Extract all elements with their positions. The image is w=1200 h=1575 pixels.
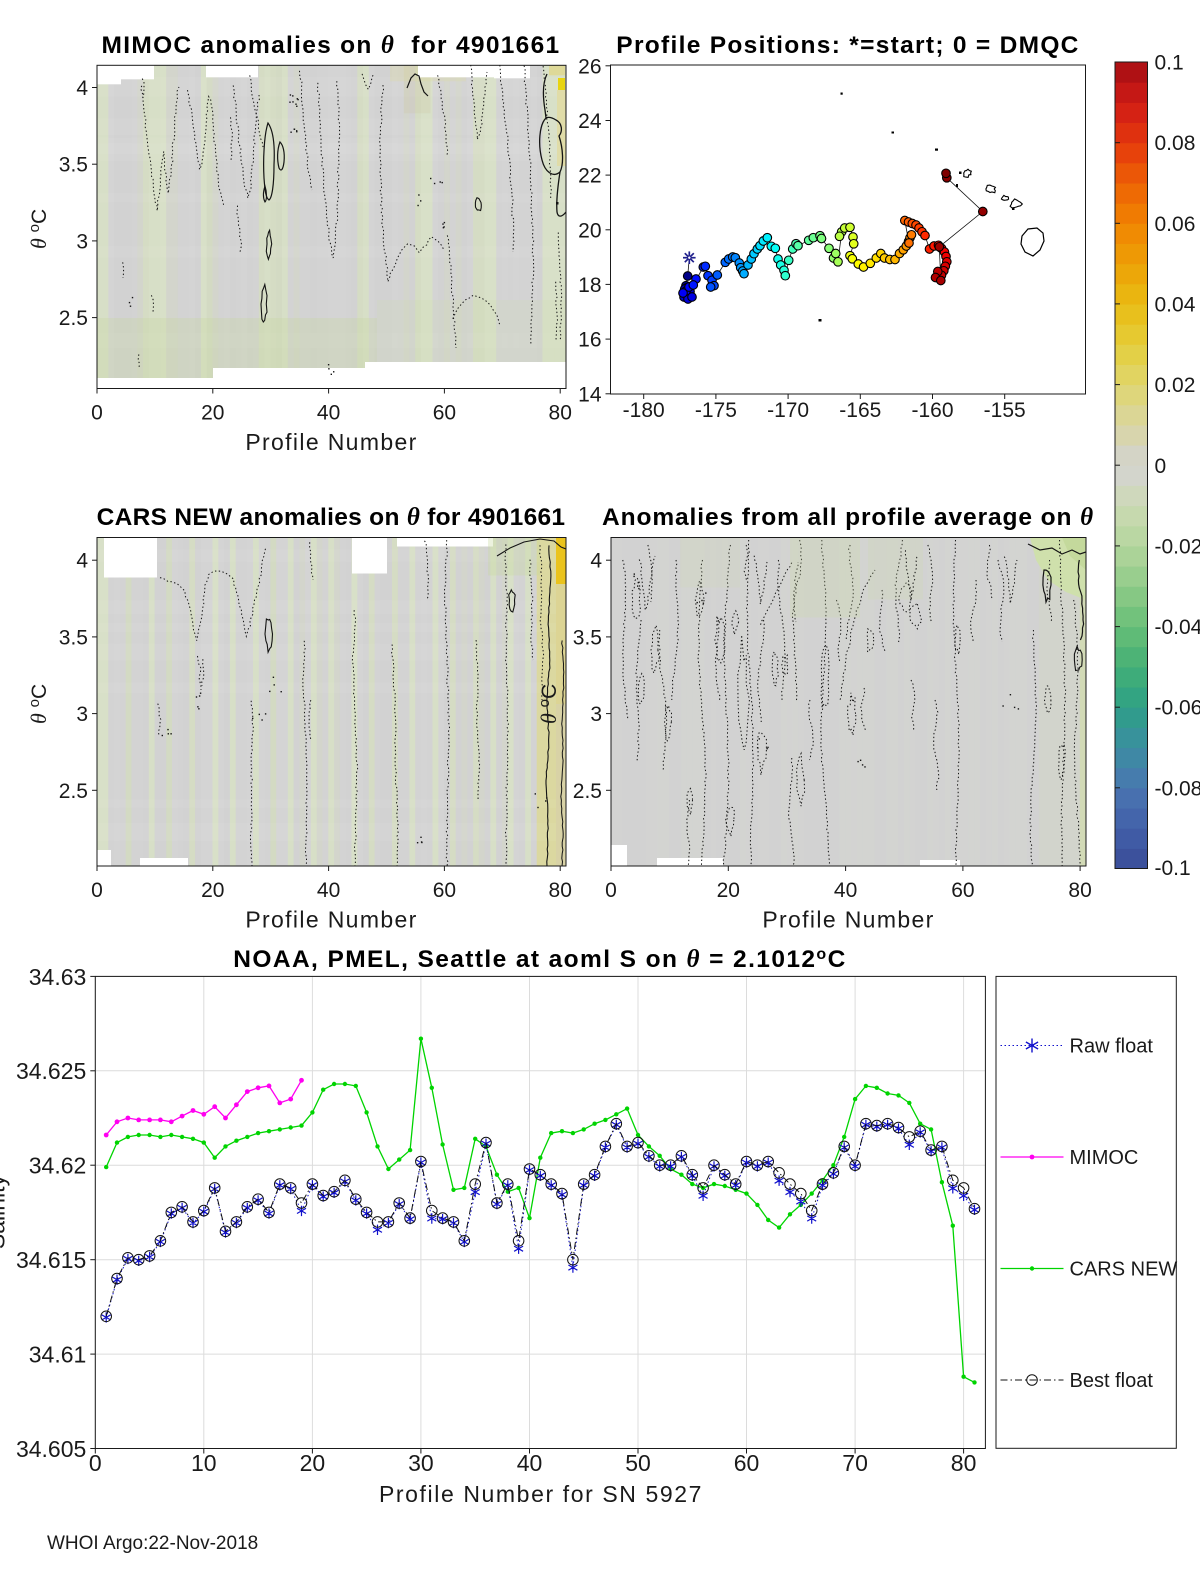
svg-text:50: 50 (625, 1450, 651, 1476)
svg-text:Profile Positions: *=start; 0: Profile Positions: *=start; 0 = DMQC (616, 32, 1079, 59)
svg-text:Best float: Best float (1070, 1370, 1154, 1392)
svg-text:60: 60 (734, 1450, 760, 1476)
svg-text:40: 40 (517, 1450, 543, 1476)
svg-text:40: 40 (317, 879, 340, 902)
svg-text:0.08: 0.08 (1155, 132, 1196, 155)
svg-text:0: 0 (89, 1450, 102, 1476)
svg-text:θ oC: θ oC (26, 209, 51, 249)
svg-text:34.63: 34.63 (29, 964, 87, 990)
svg-text:60: 60 (433, 402, 456, 425)
svg-text:-0.02: -0.02 (1155, 535, 1200, 558)
svg-text:34.61: 34.61 (29, 1342, 87, 1368)
svg-text:θ oC: θ oC (536, 684, 561, 724)
svg-text:3.5: 3.5 (59, 154, 88, 177)
svg-text:-160: -160 (911, 399, 953, 422)
svg-text:4: 4 (76, 550, 88, 573)
svg-text:60: 60 (951, 879, 974, 902)
svg-text:80: 80 (1068, 879, 1091, 902)
svg-text:2.5: 2.5 (59, 780, 88, 803)
svg-text:34.605: 34.605 (16, 1436, 86, 1462)
svg-text:MIMOC anomalies on θ for 4901: MIMOC anomalies on θ for 4901661 (102, 32, 561, 59)
svg-text:0.02: 0.02 (1155, 374, 1196, 397)
svg-text:3.5: 3.5 (573, 626, 602, 649)
svg-text:0.04: 0.04 (1155, 293, 1196, 316)
svg-text:20: 20 (201, 402, 224, 425)
svg-text:22: 22 (578, 165, 601, 188)
svg-text:CARS NEW anomalies on θ for 49: CARS NEW anomalies on θ for 4901661 (97, 504, 566, 531)
svg-text:NOAA, PMEL, Seattle at aoml S: NOAA, PMEL, Seattle at aoml S on θ = 2.1… (233, 946, 846, 973)
svg-text:34.625: 34.625 (16, 1058, 86, 1084)
svg-text:0: 0 (605, 879, 617, 902)
svg-text:3: 3 (590, 703, 602, 726)
svg-text:20: 20 (717, 879, 740, 902)
svg-text:18: 18 (578, 274, 601, 297)
svg-text:0: 0 (91, 879, 103, 902)
svg-text:-180: -180 (623, 399, 665, 422)
svg-text:40: 40 (317, 402, 340, 425)
svg-text:WHOI Argo:22-Nov-2018: WHOI Argo:22-Nov-2018 (47, 1533, 258, 1554)
svg-text:20: 20 (300, 1450, 326, 1476)
svg-text:0.06: 0.06 (1155, 213, 1196, 236)
svg-text:3: 3 (76, 230, 88, 253)
svg-text:-175: -175 (695, 399, 737, 422)
svg-text:Raw float: Raw float (1070, 1036, 1154, 1058)
svg-text:θ oC: θ oC (26, 684, 51, 724)
svg-text:80: 80 (549, 402, 572, 425)
svg-text:CARS NEW: CARS NEW (1070, 1259, 1178, 1281)
svg-text:34.62: 34.62 (29, 1153, 87, 1179)
svg-text:Salinity: Salinity (0, 1174, 10, 1249)
svg-text:16: 16 (578, 329, 601, 352)
svg-text:3: 3 (76, 703, 88, 726)
svg-text:24: 24 (578, 110, 602, 133)
svg-text:0: 0 (91, 402, 103, 425)
svg-text:34.615: 34.615 (16, 1247, 86, 1273)
svg-text:60: 60 (433, 879, 456, 902)
svg-text:-0.08: -0.08 (1155, 777, 1200, 800)
svg-text:MIMOC: MIMOC (1070, 1147, 1139, 1169)
svg-text:4: 4 (76, 77, 88, 100)
svg-text:-155: -155 (984, 399, 1026, 422)
svg-text:40: 40 (834, 879, 857, 902)
svg-text:3.5: 3.5 (59, 626, 88, 649)
svg-text:26: 26 (578, 55, 601, 78)
svg-text:10: 10 (191, 1450, 217, 1476)
svg-text:70: 70 (842, 1450, 868, 1476)
svg-text:20: 20 (578, 219, 601, 242)
svg-text:4: 4 (590, 550, 602, 573)
svg-text:-165: -165 (839, 399, 881, 422)
svg-text:Profile Number: Profile Number (245, 907, 417, 933)
svg-text:80: 80 (549, 879, 572, 902)
svg-text:2.5: 2.5 (59, 307, 88, 330)
svg-text:Anomalies from all profile ave: Anomalies from all profile average on θ (602, 504, 1094, 531)
svg-text:-0.04: -0.04 (1155, 616, 1200, 639)
svg-text:14: 14 (578, 383, 602, 406)
svg-text:Profile Number: Profile Number (245, 429, 417, 455)
svg-text:2.5: 2.5 (573, 780, 602, 803)
svg-text:-0.06: -0.06 (1155, 697, 1200, 720)
svg-text:-0.1: -0.1 (1155, 857, 1191, 880)
svg-text:30: 30 (408, 1450, 434, 1476)
svg-text:-170: -170 (767, 399, 809, 422)
svg-text:Profile Number: Profile Number (762, 907, 934, 933)
svg-text:80: 80 (951, 1450, 977, 1476)
svg-text:Profile Number for SN 5927: Profile Number for SN 5927 (379, 1481, 703, 1507)
svg-text:0: 0 (1155, 455, 1167, 478)
svg-text:0.1: 0.1 (1155, 52, 1184, 75)
svg-text:20: 20 (201, 879, 224, 902)
